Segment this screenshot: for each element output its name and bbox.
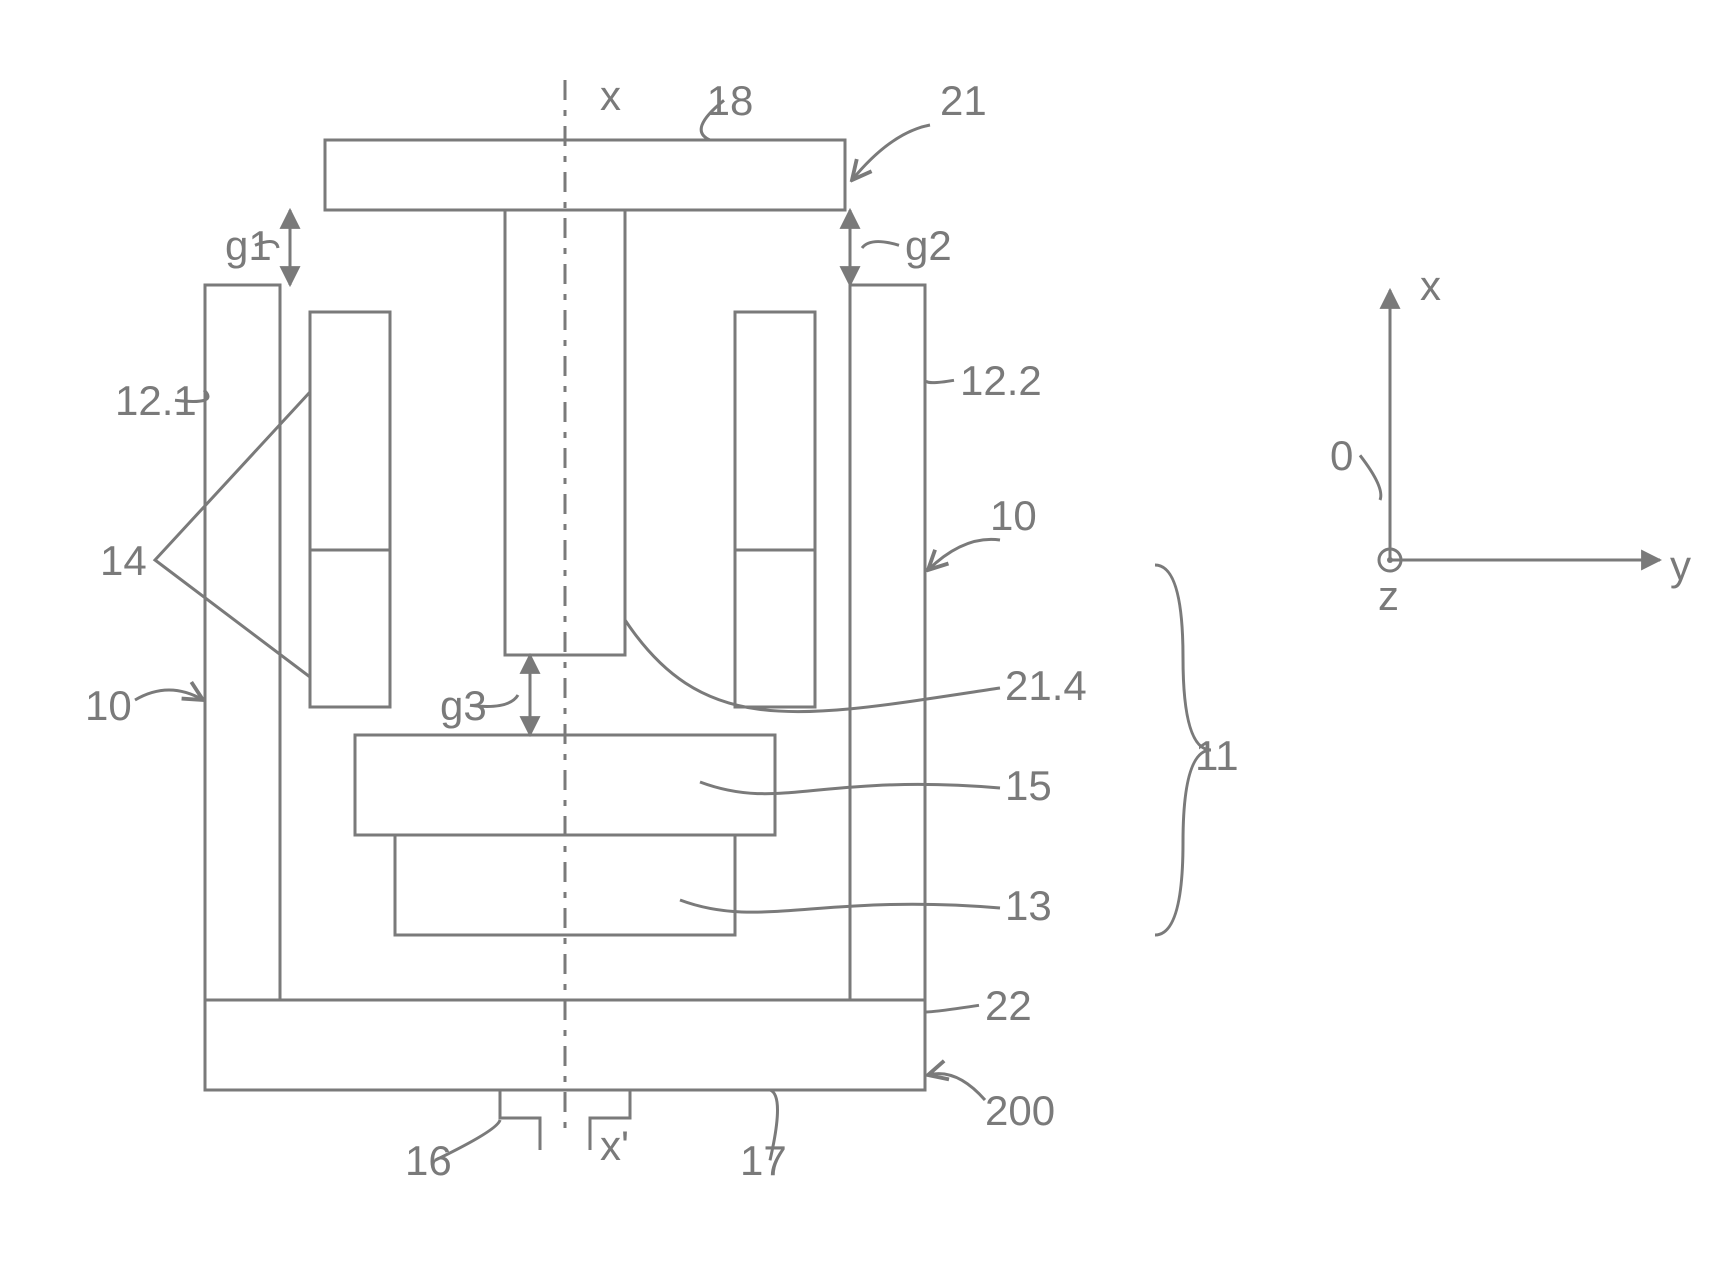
label-x: x — [600, 72, 621, 119]
label-n16: 16 — [405, 1137, 452, 1184]
label-ax_y: y — [1670, 542, 1691, 589]
arrow-n10L — [135, 690, 203, 700]
axis-z-dot — [1387, 557, 1393, 563]
leader-n12_2 — [926, 380, 954, 383]
sline-n13 — [680, 900, 1000, 912]
top-plate-18 — [325, 140, 845, 210]
shapes-group — [205, 80, 925, 1150]
label-n12_1: 12.1 — [115, 377, 197, 424]
label-g2: g2 — [905, 222, 952, 269]
coord-axes — [1379, 290, 1660, 571]
label-ax_0: 0 — [1330, 432, 1353, 479]
leader-g2 — [862, 242, 899, 248]
right-inner-14b — [735, 312, 815, 707]
leader-n22 — [926, 1005, 979, 1012]
label-n14: 14 — [100, 537, 147, 584]
label-n12_2: 12.2 — [960, 357, 1042, 404]
label-n17: 17 — [740, 1137, 787, 1184]
label-n200: 200 — [985, 1087, 1055, 1134]
label-g3: g3 — [440, 682, 487, 729]
label-n22: 22 — [985, 982, 1032, 1029]
arrow-n10R — [928, 539, 1000, 570]
label-ax_x: x — [1420, 262, 1441, 309]
left-column-12-1 — [205, 285, 280, 1000]
label-n10L: 10 — [85, 682, 132, 729]
sline-n21_4 — [625, 620, 1000, 712]
label-n18: 18 — [707, 77, 754, 124]
label-n10R: 10 — [990, 492, 1037, 539]
label-n15: 15 — [1005, 762, 1052, 809]
labels-group: x x' 18 21 g1 g2 g3 12.1 12.2 14 10 10 21.4 15 13 11 22 2… — [85, 72, 1691, 1184]
leader-ax_0 — [1360, 455, 1381, 500]
label-g1: g1 — [225, 222, 272, 269]
diagram-svg: x x' 18 21 g1 g2 g3 12.1 12.2 14 10 10 21.4 15 13 11 22 2… — [0, 0, 1724, 1261]
label-n21: 21 — [940, 77, 987, 124]
label-n21_4: 21.4 — [1005, 662, 1087, 709]
label-ax_z: z — [1378, 572, 1399, 619]
label-x2: x' — [600, 1122, 629, 1169]
arrow-n21 — [852, 125, 930, 180]
label-n11: 11 — [1195, 732, 1239, 779]
left-inner-14a — [310, 312, 390, 707]
arrow-n200 — [928, 1074, 985, 1100]
right-column-12-2 — [850, 285, 925, 1000]
leader-14 — [155, 392, 310, 677]
label-n13: 13 — [1005, 882, 1052, 929]
